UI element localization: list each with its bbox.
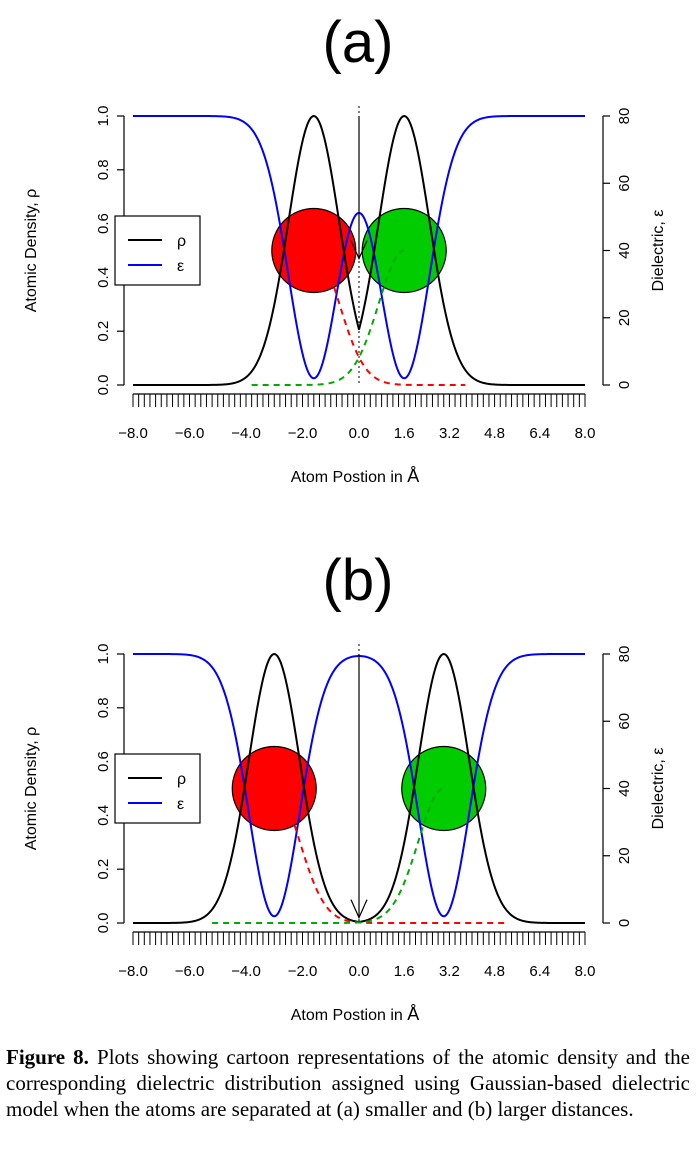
x-axis-tick-label: −4.0 — [231, 963, 261, 980]
legend-box — [114, 215, 201, 286]
panel-title: (b) — [323, 548, 394, 613]
panel-a: (a) 0.0 0.2 0.4 0.6 0.8 1.0 Atomic Density, ρ 0 2… — [23, 10, 667, 486]
left-axis-tick-label: 0.2 — [95, 321, 112, 342]
left-axis-tick-label: 0.0 — [95, 375, 112, 396]
center-arrow-head — [350, 240, 368, 261]
x-axis-tick-label: 6.4 — [529, 963, 550, 980]
right-axis-label: Dielectric, ε — [650, 748, 667, 830]
series-left-atom-dashed — [274, 787, 506, 924]
x-axis-tick-label: 3.2 — [439, 425, 460, 442]
center-arrow-head — [350, 899, 368, 920]
right-axis-tick-label: 60 — [616, 713, 633, 730]
x-axis-tick-label: −2.0 — [288, 963, 318, 980]
right-axis-tick-label: 80 — [616, 646, 633, 663]
caption-label: Figure 8. — [6, 1045, 89, 1069]
right-axis-tick-label: 20 — [616, 309, 633, 326]
x-axis-tick-label: 4.8 — [484, 425, 505, 442]
figure-caption: Figure 8. Plots showing cartoon represen… — [6, 1044, 690, 1122]
x-axis-unit: Å — [407, 1004, 419, 1024]
legend-label: ρ — [177, 771, 186, 788]
x-axis-tick-label: −6.0 — [175, 963, 205, 980]
x-axis-tick-label: 0.0 — [349, 425, 370, 442]
series-right-atom-dashed — [251, 249, 405, 386]
right-axis-tick-label: 20 — [616, 847, 633, 864]
x-axis-tick-label: −6.0 — [175, 425, 205, 442]
x-axis-tick-label: 8.0 — [575, 963, 596, 980]
left-axis-tick-label: 1.0 — [95, 106, 112, 127]
x-axis-tick-label: 8.0 — [575, 425, 596, 442]
right-axis-tick-label: 40 — [616, 242, 633, 259]
atom-right-circle — [401, 745, 487, 832]
series-left-atom-dashed — [313, 249, 466, 386]
right-axis-tick-label: 80 — [616, 108, 633, 125]
left-axis-tick-label: 0.6 — [95, 751, 112, 772]
x-axis-label: Atom Postion in Å — [291, 466, 420, 486]
right-axis-tick-label: 0 — [616, 381, 633, 389]
legend-label: ρ — [177, 233, 186, 250]
left-axis-tick-label: 0.0 — [95, 913, 112, 934]
x-axis-tick-label: −8.0 — [118, 963, 148, 980]
legend-label: ε — [177, 258, 184, 275]
x-axis-tick-label: 0.0 — [349, 963, 370, 980]
right-axis-tick-label: 40 — [616, 780, 633, 797]
x-axis-tick-label: 3.2 — [439, 963, 460, 980]
x-axis-tick-label: −8.0 — [118, 425, 148, 442]
series-right-atom-dashed — [212, 787, 444, 924]
panel-b: (b) 0.0 0.2 0.4 0.6 0.8 1.0 Atomic Density, ρ 0 2… — [23, 548, 667, 1024]
x-axis-label: Atom Postion in Å — [291, 1004, 420, 1024]
legend-label: ε — [177, 796, 184, 813]
left-axis-tick-label: 0.8 — [95, 697, 112, 718]
x-axis-tick-label: −2.0 — [288, 425, 318, 442]
x-axis-tick-label: 1.6 — [394, 963, 415, 980]
left-axis-tick-label: 0.4 — [95, 267, 112, 288]
caption-text: Plots showing cartoon representations of… — [6, 1045, 690, 1121]
legend-box — [114, 753, 201, 824]
x-axis-tick-label: 4.8 — [484, 963, 505, 980]
x-axis-tick-label: −4.0 — [231, 425, 261, 442]
left-axis-tick-label: 0.4 — [95, 805, 112, 826]
x-axis-unit: Å — [407, 466, 419, 486]
left-axis-tick-label: 0.2 — [95, 859, 112, 880]
x-axis-tick-label: 1.6 — [394, 425, 415, 442]
left-axis-label: Atomic Density, ρ — [23, 727, 40, 851]
left-axis-tick-label: 0.8 — [95, 159, 112, 180]
right-axis-tick-label: 0 — [616, 919, 633, 927]
series-density-line — [133, 114, 585, 386]
right-axis-tick-label: 60 — [616, 175, 633, 192]
left-axis-tick-label: 1.0 — [95, 644, 112, 665]
left-axis-label: Atomic Density, ρ — [23, 189, 40, 313]
x-axis-tick-label: 6.4 — [529, 425, 550, 442]
right-axis-label: Dielectric, ε — [650, 210, 667, 292]
left-axis-tick-label: 0.6 — [95, 213, 112, 234]
figure-canvas: (a) 0.0 0.2 0.4 0.6 0.8 1.0 Atomic Density, ρ 0 2… — [23, 10, 667, 1024]
panel-title: (a) — [323, 10, 394, 75]
